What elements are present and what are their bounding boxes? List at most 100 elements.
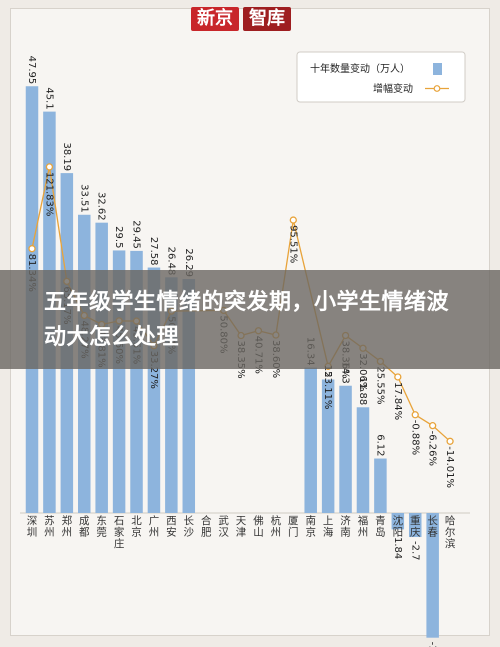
category-label-6-1: 京 [131,526,142,539]
bar-value-label-1: 45.1 [43,87,54,109]
category-label-7-1: 州 [149,527,160,539]
line-value-label-20: 25.55% [374,366,385,404]
category-label-23-1: 春 [427,527,438,539]
category-label-10-0: 合 [201,514,212,527]
legend-bar-swatch [433,63,442,75]
category-label-1-0: 苏 [44,514,55,527]
logo-part-1: 新京 [191,7,239,31]
category-label-12-0: 天 [236,515,247,527]
line-point-1 [45,163,54,171]
line-point-0 [28,245,36,253]
category-label-4-0: 东 [96,514,107,527]
bar-value-label-23: -14.01 [427,642,438,647]
category-label-11-0: 武 [218,514,229,527]
line-value-label-23: -6.26% [427,431,438,466]
bar-20 [374,458,387,513]
category-label-9-0: 长 [184,515,195,527]
legend-box [296,51,466,103]
category-label-14-1: 州 [271,527,282,539]
line-point-21 [394,373,402,381]
category-label-24-0: 哈 [445,514,456,527]
overlay-title: 五年级学生情绪的突发期，小学生情绪波动大怎么处理 [44,290,450,350]
bar-23 [426,513,439,638]
category-label-21-0: 沈 [393,514,404,527]
line-value-label-22: -0.88% [409,420,420,455]
category-label-18-1: 南 [340,526,351,539]
category-label-5-1: 家 [114,526,125,539]
category-label-8-1: 安 [166,526,177,539]
category-label-22-0: 重 [410,514,421,527]
legend-line-marker [433,85,441,92]
category-label-24-2: 滨 [445,537,456,550]
category-label-18-0: 济 [340,514,351,527]
category-label-11-1: 汉 [218,527,229,539]
bar-18 [339,385,352,513]
category-label-24-1: 尔 [445,526,456,539]
bar-21 [391,513,405,530]
bar-value-label-18: 14.3 [340,361,351,383]
category-label-19-1: 州 [358,527,369,539]
bar-value-label-0: 47.95 [26,56,37,85]
category-label-15-0: 厦 [288,515,299,527]
category-label-8-0: 西 [166,515,177,527]
bar-value-label-19: 11.88 [357,377,368,406]
category-label-4-1: 莞 [96,527,107,539]
category-label-0-1: 圳 [27,527,38,539]
category-label-13-0: 佛 [253,514,264,527]
line-point-24 [446,437,454,445]
category-label-3-0: 成 [79,515,90,527]
line-value-label-7: 33.27% [148,351,159,389]
category-label-17-1: 海 [323,526,334,539]
category-label-20-1: 岛 [375,526,386,539]
line-value-label-19: 32.06% [357,353,368,391]
bar-value-label-6: 29.45 [131,220,142,249]
bar-value-label-5: 29.5 [113,226,124,248]
category-label-17-0: 上 [323,515,334,527]
category-label-23-0: 长 [427,515,438,527]
line-point-23 [429,421,437,430]
category-label-0-0: 深 [27,515,38,527]
category-label-16-1: 京 [305,526,316,539]
category-label-20-0: 青 [375,514,386,527]
category-label-7-0: 广 [149,515,160,527]
line-value-label-17: 23.11% [322,371,333,409]
category-label-22-1: 庆 [410,526,421,539]
category-label-5-2: 庄 [114,537,125,550]
category-label-2-0: 郑 [62,514,73,527]
bar-17 [321,379,335,513]
bar-22 [408,513,422,538]
brand-logo: 新京 智库 [191,7,291,31]
category-label-1-1: 州 [44,527,55,539]
category-label-6-0: 北 [131,515,142,527]
bar-value-label-2: 38.19 [61,142,72,171]
legend: 十年数量变动（万人） 增幅变动 [296,51,466,103]
logo-part-2: 智库 [243,7,291,31]
category-label-19-0: 福 [358,514,369,527]
category-label-3-1: 都 [79,527,90,539]
category-label-13-1: 山 [253,527,264,539]
bar-value-label-7: 27.58 [148,237,159,266]
bar-19 [356,407,370,513]
category-label-10-1: 肥 [201,527,212,539]
legend-line-label: 增幅变动 [373,82,413,95]
bar-16 [304,367,317,513]
bar-value-label-17: 15 [322,365,333,378]
line-point-22 [411,411,419,419]
bar-value-label-8: 26.48 [165,247,176,276]
category-label-21-1: 阳 [393,527,404,539]
line-value-label-1: 121.83% [43,172,54,217]
bar-value-label-9: 26.29 [183,248,194,277]
category-label-16-0: 南 [305,514,316,527]
line-value-label-21: 17.84% [392,382,403,420]
title-overlay: 五年级学生情绪的突发期，小学生情绪波动大怎么处理 [0,270,500,369]
legend-bar-label: 十年数量变动（万人） [310,62,410,75]
line-point-15 [289,216,297,224]
bar-value-label-4: 32.62 [96,192,107,221]
category-label-2-1: 州 [62,527,73,539]
category-label-5-0: 石 [114,515,125,527]
category-label-15-1: 门 [288,526,299,539]
category-label-9-1: 沙 [184,527,195,539]
bar-value-label-22: -2.7 [409,541,420,561]
category-label-14-0: 杭 [271,514,282,527]
category-label-12-1: 津 [236,527,247,539]
